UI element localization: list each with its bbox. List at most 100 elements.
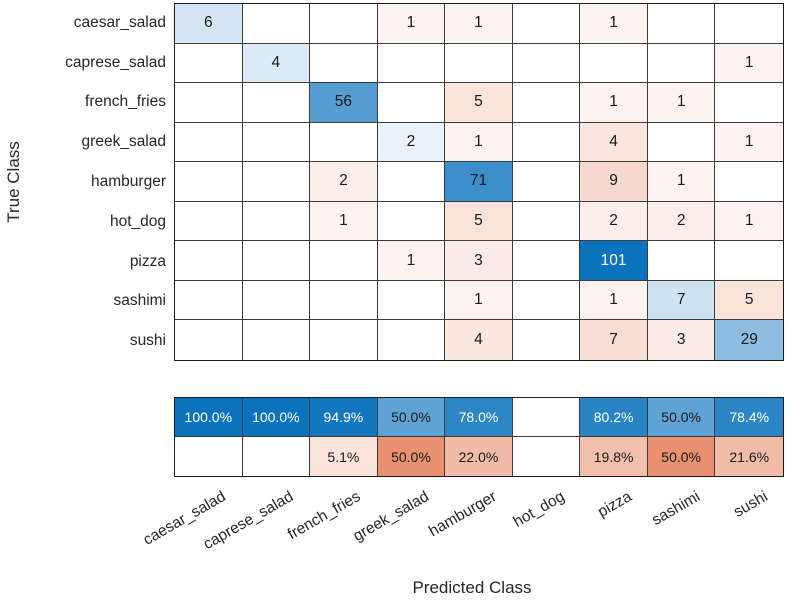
matrix-cell [377, 83, 446, 123]
y-tick-label: pizza [129, 252, 166, 270]
summary-positive-cell: 78.4% [715, 398, 783, 437]
matrix-cell: 1 [715, 122, 783, 163]
matrix-cell: 4 [580, 122, 648, 163]
matrix-cell: 9 [580, 162, 648, 202]
matrix-cell [175, 83, 243, 123]
summary-negative-cell [242, 437, 311, 476]
matrix-cell [310, 280, 378, 321]
column-summary-grid: 100.0% 100.0% 94.9% 50.0% 78.0% 80.2% 50.0% 78.… [174, 397, 784, 477]
matrix-cell: 2 [310, 162, 378, 202]
matrix-cell: 3 [445, 241, 513, 281]
matrix-cell [715, 241, 783, 281]
matrix-cell: 2 [580, 201, 648, 242]
matrix-cell: 56 [310, 83, 378, 123]
matrix-cell [647, 43, 716, 84]
x-tick-label: sushi [730, 488, 771, 521]
summary-positive-cell: 100.0% [242, 398, 311, 437]
matrix-cell [445, 43, 513, 84]
matrix-cell: 1 [580, 83, 648, 123]
summary-negative-cell [175, 437, 243, 476]
matrix-cell [242, 83, 311, 123]
matrix-cell: 1 [715, 43, 783, 84]
matrix-cell [715, 162, 783, 202]
matrix-cell: 4 [242, 43, 311, 84]
matrix-cell: 1 [445, 122, 513, 163]
summary-positive-cell: 50.0% [647, 398, 716, 437]
summary-positive-cell: 50.0% [377, 398, 446, 437]
matrix-cell [512, 122, 581, 163]
y-tick-label: hot_dog [109, 212, 166, 230]
matrix-cell [175, 162, 243, 202]
matrix-cell: 1 [377, 241, 446, 281]
summary-positive-cell: 80.2% [580, 398, 648, 437]
matrix-cell [242, 241, 311, 281]
matrix-cell [715, 4, 783, 44]
matrix-cell [175, 241, 243, 281]
summary-negative-cell [512, 437, 581, 476]
matrix-cell: 101 [580, 241, 648, 281]
summary-negative-cell: 19.8% [580, 437, 648, 476]
matrix-cell: 1 [647, 162, 716, 202]
summary-positive-cell [512, 398, 581, 437]
matrix-cell: 1 [580, 280, 648, 321]
matrix-cell [377, 201, 446, 242]
matrix-cell [647, 241, 716, 281]
x-axis-title: Predicted Class [412, 578, 532, 597]
matrix-cell [175, 320, 243, 360]
y-tick-label: caesar_salad [73, 13, 166, 31]
summary-negative-cell: 50.0% [647, 437, 716, 476]
x-tick-label: greek_salad [350, 488, 432, 545]
matrix-cell: 1 [445, 4, 513, 44]
matrix-cell [242, 280, 311, 321]
matrix-cell [512, 201, 581, 242]
matrix-cell [377, 43, 446, 84]
matrix-cell [310, 43, 378, 84]
matrix-cell [242, 162, 311, 202]
matrix-cell [377, 280, 446, 321]
matrix-cell [175, 43, 243, 84]
matrix-cell [310, 4, 378, 44]
summary-positive-cell: 78.0% [445, 398, 513, 437]
matrix-cell: 29 [715, 320, 783, 360]
matrix-cell: 1 [310, 201, 378, 242]
matrix-cell: 71 [445, 162, 513, 202]
matrix-cell: 1 [580, 4, 648, 44]
x-tick-label: hot_dog [510, 488, 568, 531]
matrix-cell [512, 162, 581, 202]
matrix-cell [377, 162, 446, 202]
y-tick-label: greek_salad [81, 133, 166, 151]
matrix-cell [175, 280, 243, 321]
x-tick-label: pizza [595, 488, 636, 521]
x-tick-label: sashimi [648, 488, 703, 529]
matrix-cell: 4 [445, 320, 513, 360]
y-tick-label: caprese_salad [65, 53, 166, 71]
y-tick-label: sushi [129, 332, 166, 350]
matrix-cell [242, 4, 311, 44]
matrix-cell [647, 4, 716, 44]
matrix-cell: 1 [715, 201, 783, 242]
matrix-cell: 5 [445, 83, 513, 123]
matrix-cell: 1 [377, 4, 446, 44]
matrix-cell [310, 241, 378, 281]
summary-negative-cell: 5.1% [310, 437, 378, 476]
confusion-matrix-grid: 6 1 1 1 4 1 56 5 1 1 2 1 4 1 2 71 9 1 1 5 2 2 1 1 3 101 1 1 7 5 4 7 3 29 [174, 3, 784, 361]
matrix-cell: 5 [715, 280, 783, 321]
summary-negative-cell: 21.6% [715, 437, 783, 476]
summary-negative-cell: 50.0% [377, 437, 446, 476]
matrix-cell: 7 [580, 320, 648, 360]
matrix-cell [512, 83, 581, 123]
matrix-cell [647, 122, 716, 163]
matrix-cell: 7 [647, 280, 716, 321]
summary-positive-cell: 94.9% [310, 398, 378, 437]
matrix-cell [242, 122, 311, 163]
matrix-cell [512, 320, 581, 360]
matrix-cell [175, 122, 243, 163]
matrix-cell [715, 83, 783, 123]
y-tick-label: hamburger [91, 172, 166, 190]
x-tick-label: hamburger [426, 488, 500, 541]
matrix-cell [377, 320, 446, 360]
matrix-cell: 2 [647, 201, 716, 242]
matrix-cell [175, 201, 243, 242]
matrix-cell [310, 320, 378, 360]
